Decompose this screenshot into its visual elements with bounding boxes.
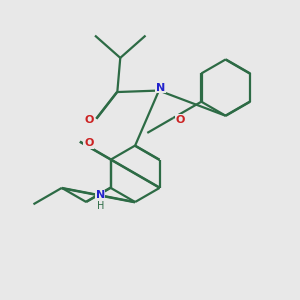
Text: N: N [156,82,165,93]
Text: O: O [176,115,185,124]
Text: O: O [84,115,94,125]
Text: O: O [84,138,93,148]
Text: H: H [97,201,104,211]
Text: N: N [96,190,105,200]
